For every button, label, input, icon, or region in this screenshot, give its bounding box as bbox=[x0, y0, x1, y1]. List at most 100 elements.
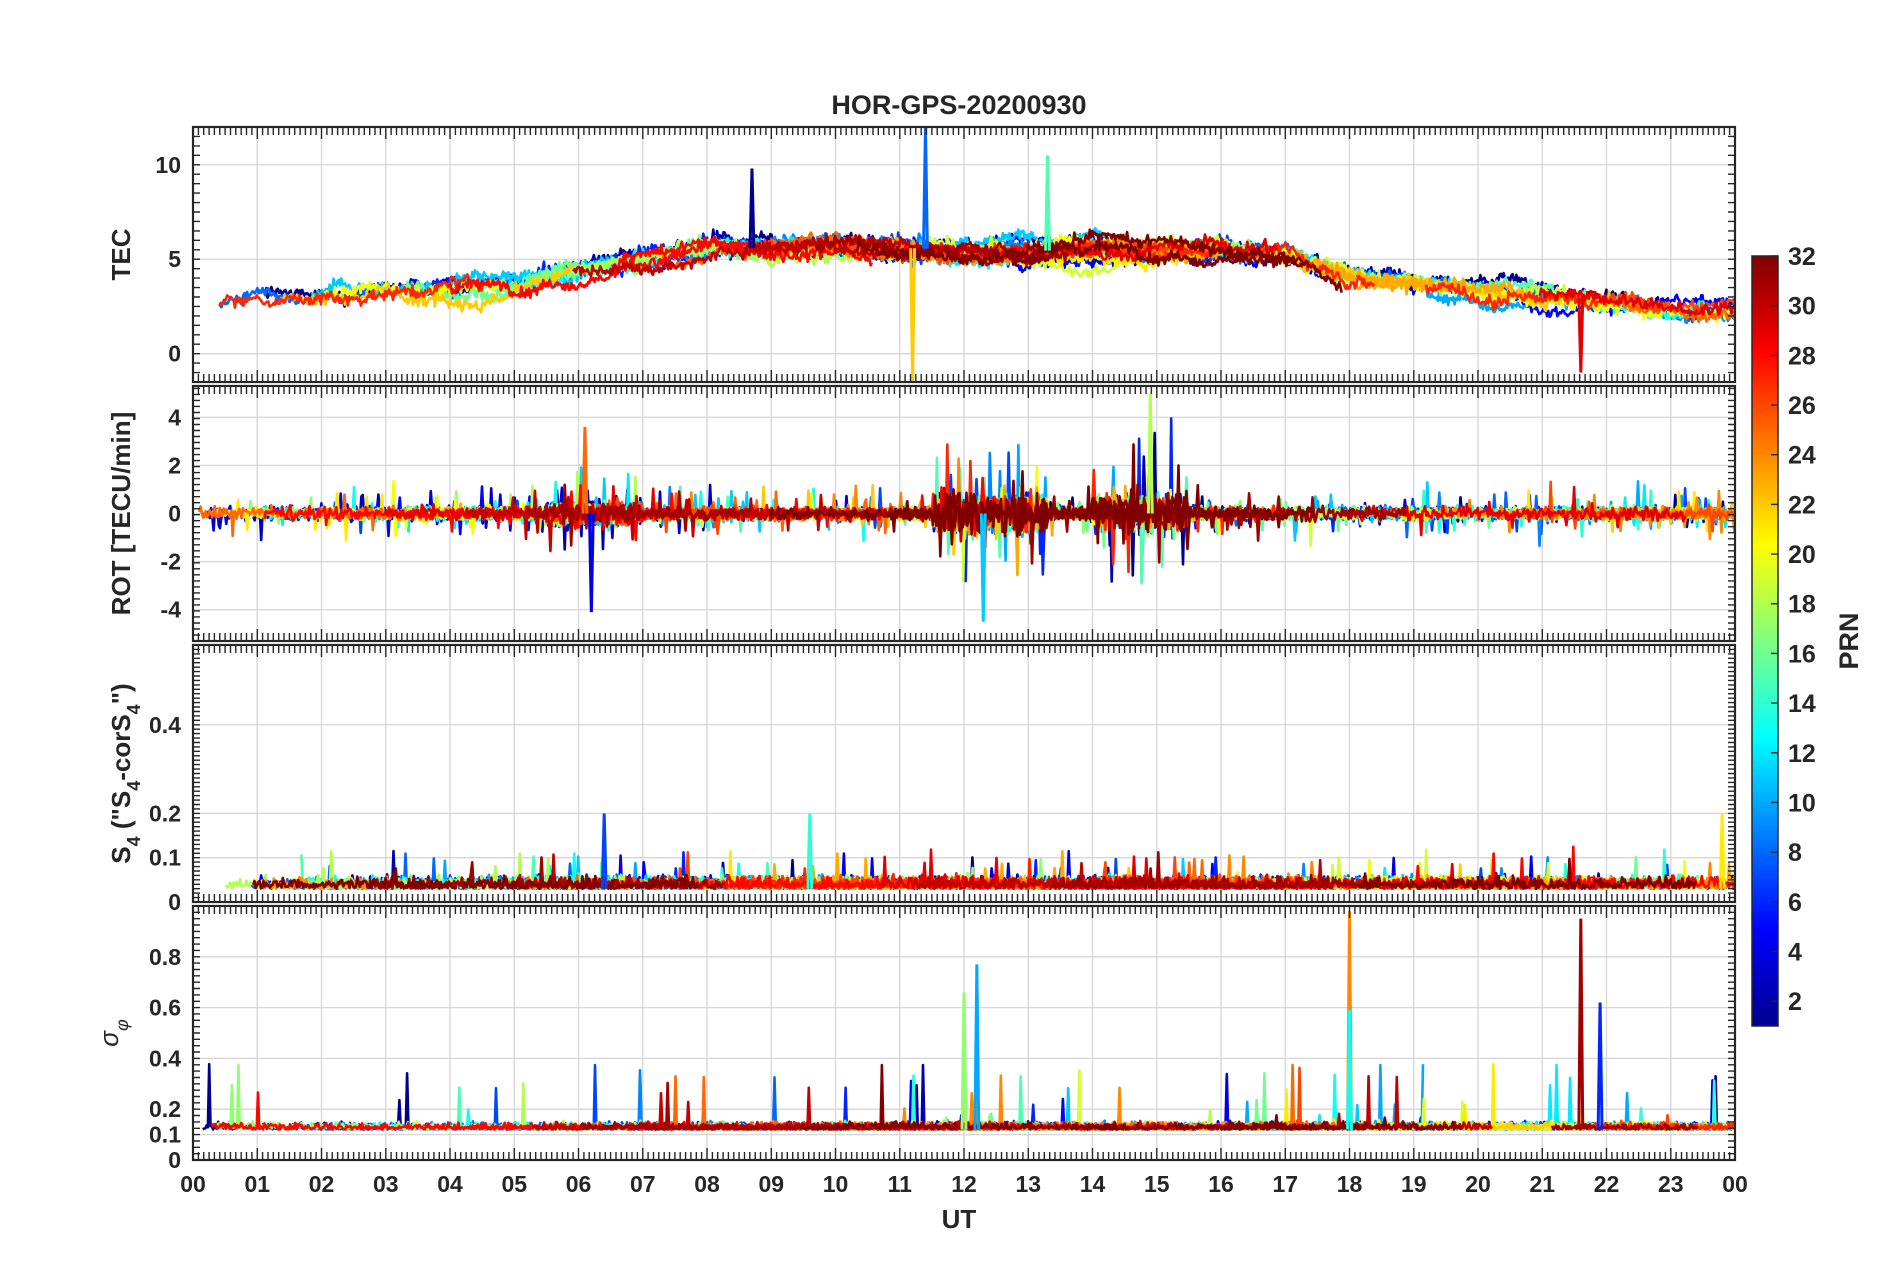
y-tick-label: 0 bbox=[168, 341, 181, 367]
peak-spike bbox=[1044, 155, 1051, 251]
x-tick-label: 21 bbox=[1529, 1171, 1555, 1197]
colorbar-tick-label: 2 bbox=[1788, 988, 1802, 1016]
colorbar-gradient bbox=[1751, 255, 1779, 1027]
series-line bbox=[464, 489, 810, 553]
y-tick-label: 0.4 bbox=[149, 1045, 181, 1071]
x-tick-label: 00 bbox=[180, 1171, 206, 1197]
peak-spike bbox=[979, 513, 987, 622]
y-tick-label: -2 bbox=[161, 549, 181, 575]
x-tick-label: 16 bbox=[1208, 1171, 1234, 1197]
panel-sigma: 00.10.2 0.4 0.6 0.8 σφ bbox=[94, 904, 1737, 1173]
series-line bbox=[1538, 287, 1735, 317]
series-line bbox=[1051, 850, 1380, 890]
peak-spike bbox=[600, 813, 608, 889]
x-tick-label: 17 bbox=[1272, 1171, 1298, 1197]
series-group bbox=[198, 393, 1735, 622]
series-line bbox=[913, 861, 1144, 891]
colorbar-tick-label: 10 bbox=[1788, 789, 1816, 817]
series-line bbox=[1355, 857, 1698, 891]
minor-ticks bbox=[192, 644, 1736, 903]
panel-s4: 0 0.1 0.2 0.4S4 ("S4-corS4") bbox=[106, 643, 1737, 915]
x-tick-label: 04 bbox=[437, 1171, 463, 1197]
series-line bbox=[888, 443, 1315, 551]
series-line bbox=[218, 273, 485, 309]
peak-spike bbox=[960, 992, 968, 1130]
minor-ticks bbox=[192, 905, 1736, 1161]
series-line bbox=[1098, 1116, 1463, 1131]
peak-spike bbox=[1577, 918, 1585, 1130]
gridlines bbox=[193, 645, 1735, 903]
y-tick-label: 0.1 bbox=[149, 1122, 181, 1148]
peak-spike bbox=[806, 813, 814, 889]
series-line bbox=[855, 240, 1304, 269]
x-tick-label: 23 bbox=[1658, 1171, 1684, 1197]
y-tick-label: 0 bbox=[168, 889, 181, 915]
x-tick-label: 22 bbox=[1594, 1171, 1620, 1197]
x-tick-label: 01 bbox=[244, 1171, 270, 1197]
colorbar-tick-label: 24 bbox=[1788, 442, 1816, 470]
colorbar-label: PRN bbox=[1834, 612, 1864, 669]
y-tick-label: 2 bbox=[168, 452, 181, 478]
series-line bbox=[1314, 257, 1468, 296]
series-line bbox=[527, 483, 752, 547]
series-line bbox=[251, 867, 458, 891]
x-tick-label: 10 bbox=[823, 1171, 849, 1197]
tick-marks bbox=[192, 905, 1736, 1161]
colorbar-tick-label: 4 bbox=[1788, 938, 1802, 966]
series-line bbox=[461, 873, 699, 891]
tick-marks bbox=[192, 644, 1736, 903]
series-line bbox=[1563, 845, 1735, 891]
x-tick-label: 02 bbox=[309, 1171, 335, 1197]
y-tick-label: 0.6 bbox=[149, 995, 181, 1021]
y-tick-label: 0 bbox=[168, 501, 181, 527]
x-tick-label: 08 bbox=[694, 1171, 720, 1197]
colorbar-tick-label: 32 bbox=[1788, 243, 1816, 271]
series-line bbox=[215, 1063, 370, 1131]
colorbar-tick-label: 12 bbox=[1788, 740, 1816, 768]
x-tick-label: 11 bbox=[888, 1171, 913, 1197]
peak-spike bbox=[748, 168, 756, 248]
series-line bbox=[611, 236, 874, 272]
x-tick-label: 15 bbox=[1144, 1171, 1170, 1197]
peak-spike bbox=[1596, 1002, 1604, 1130]
colorbar-tick-label: 18 bbox=[1788, 591, 1816, 619]
colorbar-tick-label: 8 bbox=[1788, 839, 1802, 867]
series-line bbox=[572, 232, 908, 278]
peak-spike bbox=[1577, 298, 1585, 373]
peak-spike bbox=[973, 964, 981, 1130]
minor-ticks bbox=[192, 386, 1736, 642]
series-group bbox=[224, 813, 1735, 891]
peak-spike bbox=[587, 513, 595, 613]
x-tick-label: 20 bbox=[1465, 1171, 1491, 1197]
y-tick-label: -4 bbox=[161, 597, 182, 623]
x-tick-label: 03 bbox=[373, 1171, 399, 1197]
y-tick-label: 5 bbox=[168, 246, 181, 272]
panel-tec: 0 5 10 TEC bbox=[106, 125, 1737, 384]
peak-spike bbox=[922, 127, 929, 249]
colorbar-tick-label: 6 bbox=[1788, 889, 1802, 917]
x-tick-label: 00 bbox=[1722, 1171, 1748, 1197]
y-tick-label: 4 bbox=[168, 404, 181, 430]
colorbar-tick-label: 14 bbox=[1788, 690, 1816, 718]
x-tick-label: 13 bbox=[1015, 1171, 1041, 1197]
series-group bbox=[202, 911, 1735, 1131]
x-tick-label: 09 bbox=[758, 1171, 784, 1197]
y-axis-label: TEC bbox=[106, 228, 136, 280]
y-tick-label: 0.1 bbox=[149, 845, 181, 871]
x-tick-label: 19 bbox=[1401, 1171, 1427, 1197]
x-axis-label: UT bbox=[942, 1204, 977, 1234]
peak-spike bbox=[581, 426, 589, 514]
colorbar-tick-label: 30 bbox=[1788, 293, 1816, 321]
peak-spike bbox=[1718, 813, 1726, 889]
panel-rot: -4 -2 0 2 4 ROT [TECU/min] bbox=[106, 384, 1737, 643]
y-tick-label: 10 bbox=[155, 152, 181, 178]
y-axis-label: σφ bbox=[94, 1019, 132, 1047]
x-tick-label: 12 bbox=[951, 1171, 977, 1197]
y-tick-label: 0 bbox=[168, 1147, 181, 1173]
x-tick-labels: 00 01 02 03 04 05 06 07 08 09 10 11 12 13 14 15 16 17 18 19… bbox=[180, 1171, 1748, 1197]
x-tick-label: 14 bbox=[1080, 1171, 1106, 1197]
